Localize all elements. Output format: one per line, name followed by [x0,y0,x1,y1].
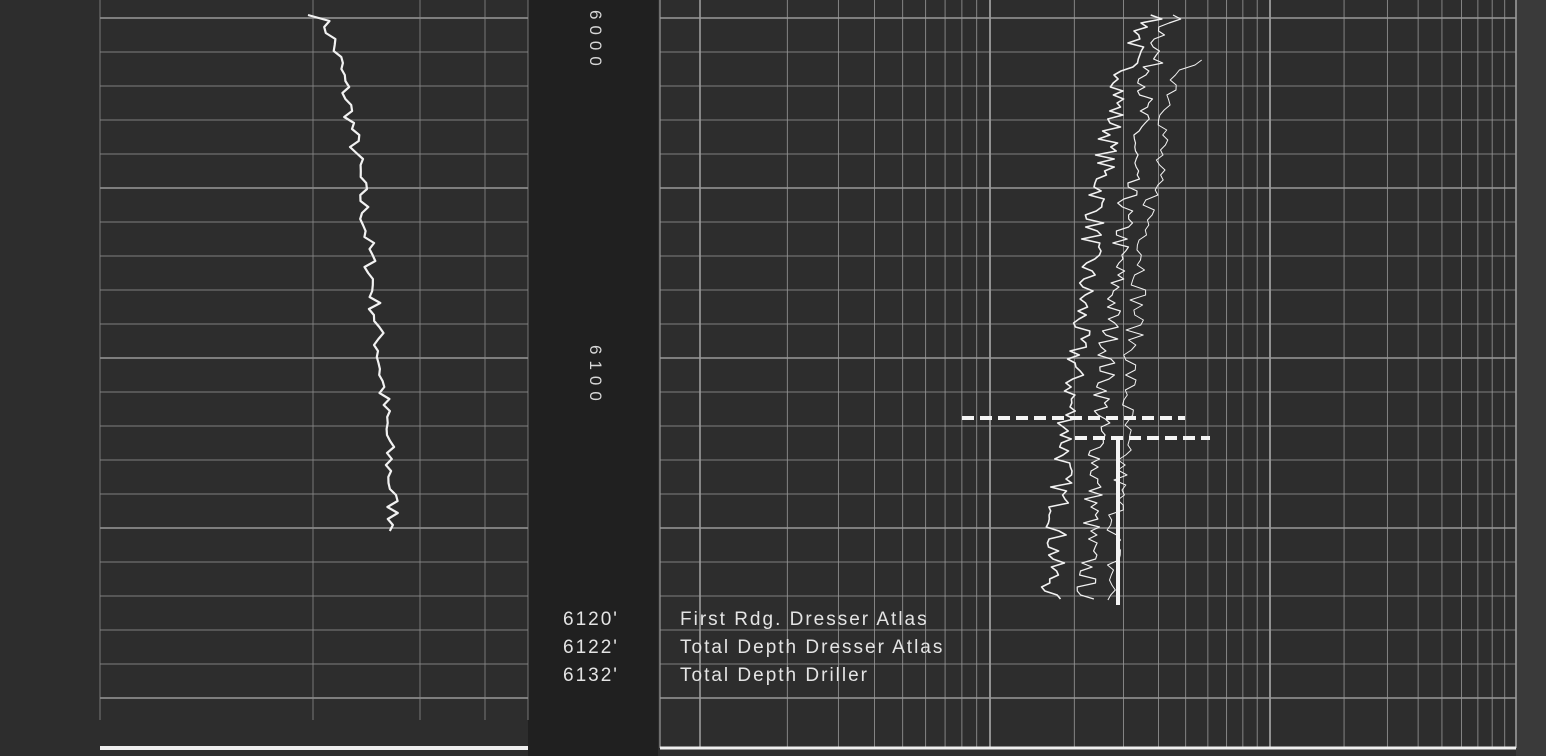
log-curve [1106,59,1202,601]
note-depth: 6122' [563,637,619,658]
log-curve [1076,14,1182,600]
depth-label: 6100 [586,345,605,407]
depth-label: 6000 [586,10,605,72]
note-depth: 6132' [563,665,619,686]
note-text: Total Depth Driller [680,665,869,686]
note-text: Total Depth Dresser Atlas [680,637,944,658]
curves [307,13,1202,601]
log-curve [1040,14,1163,600]
markers [962,416,1210,605]
grid [99,0,1517,748]
note-text: First Rdg. Dresser Atlas [680,609,929,630]
log-curve [307,13,399,532]
depth-track [528,0,658,756]
notes: 6120' First Rdg. Dresser Atlas 6122' Tot… [563,609,944,686]
note-depth: 6120' [563,609,619,630]
margin [1516,0,1546,756]
